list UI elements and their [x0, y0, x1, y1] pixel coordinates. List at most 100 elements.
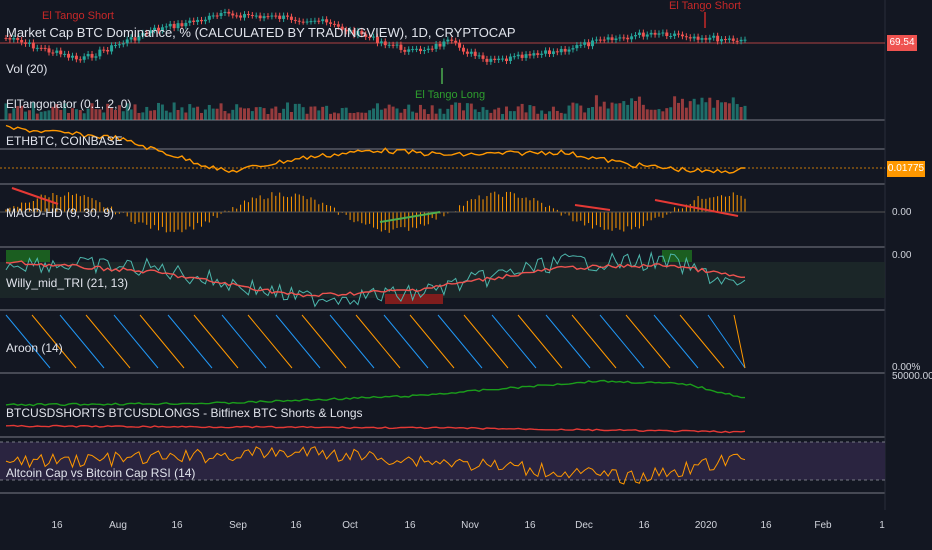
volume-bar: [246, 108, 250, 120]
candle-body: [317, 20, 321, 22]
candle-body: [211, 15, 215, 17]
candle-body: [540, 53, 544, 55]
volume-bar: [469, 103, 473, 120]
candle-body: [434, 43, 438, 49]
macd-label[interactable]: MACD-HD (9, 30, 9): [6, 206, 115, 220]
time-axis-tick: Aug: [109, 520, 127, 531]
candle-body: [634, 35, 638, 37]
candle-body: [677, 33, 681, 35]
volume-bar: [391, 106, 395, 120]
candle-body: [70, 55, 74, 58]
candle-body: [207, 15, 211, 20]
volume-bar: [458, 102, 462, 120]
volume-bar: [610, 102, 614, 120]
candle-body: [336, 24, 340, 27]
candle-body: [383, 41, 387, 46]
volume-bar: [669, 107, 673, 120]
time-axis-tick: Dec: [575, 520, 593, 531]
candle-body: [532, 53, 536, 56]
candle-body: [325, 19, 329, 23]
volume-bar: [395, 108, 399, 120]
candle-body: [567, 49, 571, 52]
candle-body: [508, 56, 512, 62]
volume-bar: [735, 104, 739, 120]
candle-body: [192, 20, 196, 22]
volume-bar: [477, 111, 481, 120]
volume-bar: [677, 102, 681, 120]
volume-bar: [200, 112, 204, 120]
ethbtc-price-tag: 0.01775: [887, 161, 925, 177]
candle-body: [55, 50, 59, 53]
candle-body: [106, 49, 110, 52]
volume-bar: [184, 112, 188, 120]
willy-label[interactable]: Willy_mid_TRI (21, 13): [6, 276, 129, 290]
shorts-longs-label[interactable]: BTCUSDSHORTS BTCUSDLONGS - Bitfinex BTC …: [6, 406, 363, 420]
candle-body: [78, 59, 82, 61]
candle-body: [692, 36, 696, 39]
candle-body: [653, 32, 657, 35]
el-tango-short-left-annotation: El Tango Short: [42, 10, 114, 22]
volume-bar: [622, 101, 626, 120]
volume-bar: [579, 105, 583, 120]
volume-bar: [352, 113, 356, 120]
candle-body: [274, 15, 278, 17]
volume-bar: [692, 98, 696, 120]
volume-bar: [528, 105, 532, 120]
volume-bar: [493, 109, 497, 120]
candle-body: [133, 37, 137, 41]
volume-bar: [411, 111, 415, 120]
volume-bar: [356, 112, 360, 120]
candle-body: [117, 44, 121, 46]
volume-bar: [133, 104, 137, 120]
willy-red-line: [5, 260, 746, 298]
volume-bar: [176, 109, 180, 120]
candle-body: [262, 16, 266, 19]
longs-line: [5, 424, 746, 434]
candle-body: [387, 44, 391, 46]
candle-body: [415, 48, 419, 50]
candle-body: [743, 39, 747, 41]
candle-body: [153, 27, 157, 31]
candle-body: [289, 16, 293, 20]
candle-body: [591, 40, 595, 47]
aroon-label[interactable]: Aroon (14): [6, 341, 63, 355]
volume-bar: [168, 112, 172, 120]
volume-bar: [583, 112, 587, 120]
volume-bar: [211, 108, 215, 120]
volume-bar: [348, 112, 352, 120]
volume-bar: [35, 113, 39, 120]
volume-bar: [164, 110, 168, 120]
macd-divergence-green: [379, 211, 441, 223]
candle-body: [344, 29, 348, 32]
volume-bar: [172, 102, 176, 120]
candle-body: [587, 42, 591, 47]
volume-bar: [117, 105, 121, 120]
candle-body: [113, 45, 117, 47]
candle-body: [164, 26, 168, 28]
volume-bar: [661, 111, 665, 120]
volume-label[interactable]: Vol (20): [6, 62, 48, 76]
volume-bar: [387, 104, 391, 120]
macd-axis-label: 0.00: [892, 207, 912, 218]
candle-body: [528, 54, 532, 56]
volume-bar: [70, 108, 74, 120]
time-axis-tick: 16: [524, 520, 536, 531]
volume-bar: [559, 112, 563, 120]
volume-bar: [121, 111, 125, 120]
ethbtc-label[interactable]: ETHBTC, COINBASE: [6, 134, 123, 148]
candle-body: [305, 21, 309, 23]
volume-bar: [336, 113, 340, 120]
candle-body: [125, 39, 129, 44]
volume-bar: [215, 108, 219, 120]
volume-bar: [156, 102, 160, 120]
time-axis-tick: Feb: [814, 520, 832, 531]
volume-bar: [606, 108, 610, 120]
rsi-label[interactable]: Altcoin Cap vs Bitcoin Cap RSI (14): [6, 466, 196, 480]
volume-bar: [720, 102, 724, 120]
candle-body: [372, 36, 376, 38]
eltangonator-label[interactable]: ElTangonator (0.1, 2, 0): [6, 97, 132, 111]
volume-bar: [438, 108, 442, 120]
volume-bar: [47, 110, 51, 120]
candle-body: [665, 32, 669, 37]
